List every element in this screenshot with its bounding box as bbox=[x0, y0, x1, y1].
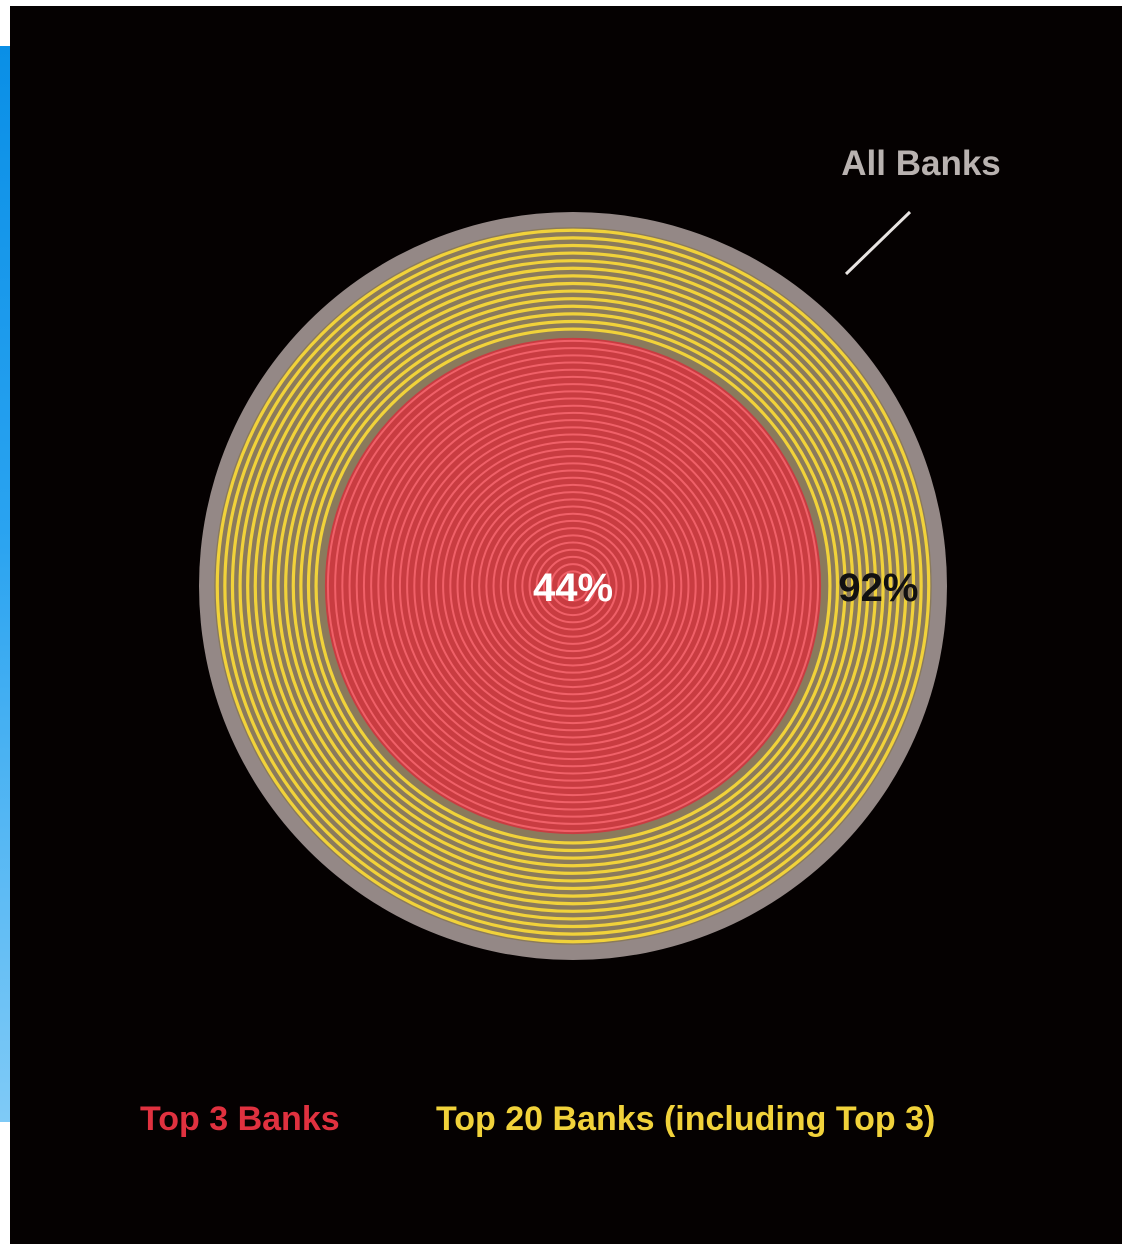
top-3-banks-ring bbox=[420, 433, 726, 739]
top-20-banks-ring bbox=[291, 304, 855, 868]
top-20-banks-ring bbox=[299, 312, 847, 860]
top-20-banks-ring bbox=[276, 289, 870, 883]
top-3-banks-ring bbox=[406, 419, 740, 753]
top-3-banks-ring bbox=[442, 455, 704, 717]
top-20-value-label: 92% bbox=[838, 566, 918, 610]
top-20-banks-ring bbox=[306, 319, 840, 853]
top-3-banks-ring bbox=[362, 375, 784, 797]
top-20-banks-ring bbox=[223, 236, 923, 936]
top-20-banks-ring bbox=[268, 281, 878, 891]
top-20-banks-ring bbox=[238, 251, 908, 921]
top-3-banks-ring bbox=[456, 469, 690, 703]
top-3-banks-ring bbox=[506, 519, 640, 653]
legend-top-3-banks: Top 3 Banks bbox=[140, 1100, 340, 1138]
top-3-banks-ring bbox=[492, 505, 654, 667]
top-3-banks-ring bbox=[377, 390, 769, 782]
top-3-banks-ring bbox=[499, 512, 647, 660]
top-3-banks-ring bbox=[485, 498, 661, 674]
top-20-banks-ring bbox=[215, 228, 931, 944]
top-3-banks-ring bbox=[398, 411, 748, 761]
top-3-banks-ring bbox=[427, 440, 719, 732]
all-banks-label: All Banks bbox=[841, 144, 1001, 183]
top-3-banks-ring bbox=[326, 339, 820, 833]
top-3-banks-ring bbox=[521, 534, 625, 638]
top-3-banks-rings bbox=[326, 339, 820, 833]
top-3-banks-ring bbox=[514, 527, 632, 645]
top-3-banks-ring bbox=[370, 383, 776, 789]
top-20-banks-ring bbox=[284, 297, 862, 875]
top-3-banks-ring bbox=[413, 426, 733, 746]
top-3-banks-ring bbox=[528, 541, 618, 631]
top-20-banks-rings bbox=[215, 228, 931, 944]
legend-top-20-banks: Top 20 Banks (including Top 3) bbox=[436, 1100, 935, 1138]
top-3-banks-ring bbox=[334, 347, 812, 825]
top-3-banks-ring bbox=[542, 555, 604, 617]
top-3-banks-ring bbox=[348, 361, 798, 811]
top-3-banks-ring bbox=[449, 462, 697, 710]
top-3-banks-ring bbox=[391, 404, 755, 768]
top-3-banks-ring bbox=[550, 563, 596, 609]
top-20-banks-ring bbox=[230, 243, 916, 929]
left-accent-band bbox=[0, 46, 10, 1122]
top-3-banks-ring bbox=[463, 476, 683, 696]
top-20-banks-ring bbox=[314, 327, 832, 845]
top-3-banks-ring bbox=[341, 354, 805, 818]
top-3-banks-area bbox=[324, 337, 822, 835]
all-banks-leader-line bbox=[844, 210, 912, 276]
top-3-banks-ring bbox=[355, 368, 791, 804]
top-20-banks-ring bbox=[253, 266, 893, 906]
top-3-banks-ring bbox=[434, 447, 712, 725]
top-3-banks-ring bbox=[535, 548, 611, 624]
top-20-banks-ring bbox=[246, 259, 900, 913]
top-3-banks-ring bbox=[384, 397, 762, 775]
top-3-banks-ring bbox=[470, 483, 676, 689]
top-3-banks-ring bbox=[557, 570, 589, 602]
top-3-banks-disc bbox=[324, 337, 822, 835]
top-3-banks-ring bbox=[478, 491, 668, 681]
top-20-banks-ring bbox=[261, 274, 885, 898]
top-3-value-label: 44% bbox=[533, 566, 613, 610]
